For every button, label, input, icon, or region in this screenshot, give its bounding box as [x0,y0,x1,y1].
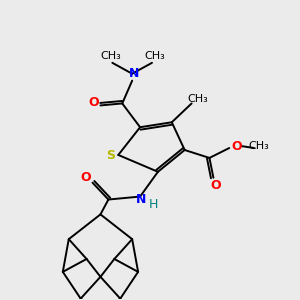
Text: CH₃: CH₃ [100,51,121,61]
Text: CH₃: CH₃ [249,141,269,151]
Text: O: O [231,140,242,152]
Text: N: N [136,193,146,206]
Text: CH₃: CH₃ [145,51,165,61]
Text: O: O [210,179,221,192]
Text: N: N [129,67,139,80]
Text: O: O [88,96,99,109]
Text: O: O [80,171,91,184]
Text: H: H [148,198,158,211]
Text: S: S [106,149,115,162]
Text: CH₃: CH₃ [187,94,208,104]
